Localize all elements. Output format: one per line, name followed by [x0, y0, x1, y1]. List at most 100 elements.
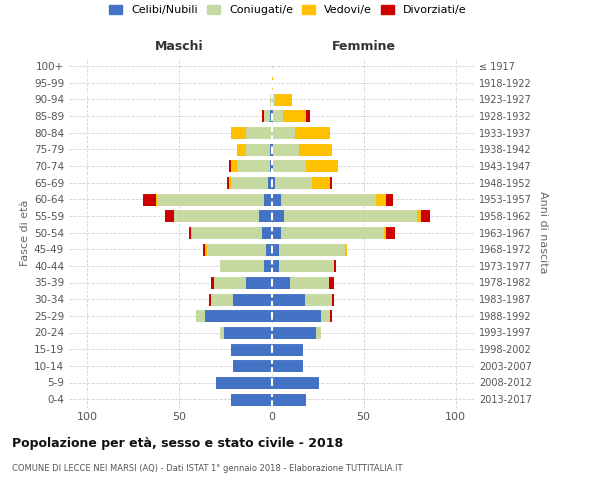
Bar: [262, 226, 271, 239]
Bar: [271, 242, 279, 256]
Bar: [269, 110, 271, 122]
Bar: [271, 176, 275, 189]
Bar: [417, 210, 421, 222]
Bar: [271, 276, 290, 289]
Text: Popolazione per età, sesso e stato civile - 2018: Popolazione per età, sesso e stato civil…: [12, 438, 343, 450]
Bar: [191, 226, 193, 239]
Bar: [295, 126, 331, 139]
Bar: [271, 392, 307, 406]
Bar: [271, 260, 279, 272]
Bar: [165, 210, 174, 222]
Bar: [271, 226, 281, 239]
Bar: [224, 326, 271, 339]
Y-axis label: Fasce di età: Fasce di età: [20, 200, 30, 266]
Bar: [193, 226, 262, 239]
Bar: [331, 176, 332, 189]
Bar: [269, 160, 271, 172]
Bar: [269, 142, 271, 156]
Bar: [271, 326, 316, 339]
Bar: [220, 260, 264, 272]
Bar: [271, 292, 305, 306]
Bar: [305, 292, 332, 306]
Bar: [214, 276, 246, 289]
Bar: [271, 142, 274, 156]
Bar: [271, 360, 303, 372]
Bar: [284, 210, 417, 222]
Legend: Celibi/Nubili, Coniugati/e, Vedovi/e, Divorziati/e: Celibi/Nubili, Coniugati/e, Vedovi/e, Di…: [105, 0, 471, 20]
Bar: [264, 192, 271, 205]
Bar: [281, 192, 376, 205]
Bar: [155, 192, 157, 205]
Bar: [271, 76, 274, 89]
Bar: [264, 110, 269, 122]
Bar: [207, 242, 266, 256]
Bar: [307, 110, 310, 122]
Bar: [279, 242, 345, 256]
Bar: [271, 92, 275, 106]
Bar: [345, 242, 347, 256]
Bar: [220, 326, 224, 339]
Bar: [312, 176, 331, 189]
Bar: [236, 142, 246, 156]
Bar: [275, 176, 312, 189]
Bar: [209, 292, 211, 306]
Bar: [233, 292, 271, 306]
Bar: [264, 260, 271, 272]
Bar: [290, 276, 329, 289]
Bar: [271, 310, 321, 322]
Bar: [246, 142, 269, 156]
Bar: [203, 242, 205, 256]
Bar: [231, 160, 236, 172]
Bar: [274, 142, 299, 156]
Bar: [231, 176, 268, 189]
Bar: [386, 192, 393, 205]
Bar: [307, 160, 338, 172]
Bar: [236, 160, 269, 172]
Bar: [216, 376, 271, 389]
Text: Femmine: Femmine: [332, 40, 395, 52]
Text: Maschi: Maschi: [155, 40, 204, 52]
Bar: [174, 210, 259, 222]
Bar: [188, 226, 191, 239]
Bar: [157, 192, 264, 205]
Bar: [274, 160, 307, 172]
Bar: [271, 342, 303, 355]
Bar: [227, 176, 229, 189]
Bar: [283, 110, 307, 122]
Bar: [329, 276, 334, 289]
Bar: [334, 260, 336, 272]
Bar: [205, 242, 207, 256]
Y-axis label: Anni di nascita: Anni di nascita: [538, 191, 548, 274]
Bar: [143, 192, 155, 205]
Bar: [231, 392, 271, 406]
Bar: [271, 110, 274, 122]
Bar: [275, 92, 292, 106]
Bar: [421, 210, 430, 222]
Bar: [268, 176, 271, 189]
Bar: [229, 160, 231, 172]
Bar: [259, 210, 271, 222]
Bar: [316, 326, 321, 339]
Bar: [269, 92, 271, 106]
Bar: [271, 192, 281, 205]
Bar: [384, 226, 386, 239]
Bar: [279, 260, 334, 272]
Bar: [262, 110, 264, 122]
Bar: [205, 310, 271, 322]
Bar: [246, 276, 271, 289]
Bar: [196, 310, 205, 322]
Bar: [281, 226, 384, 239]
Bar: [274, 110, 283, 122]
Bar: [321, 310, 331, 322]
Bar: [229, 176, 231, 189]
Bar: [211, 276, 214, 289]
Bar: [231, 126, 246, 139]
Bar: [376, 192, 386, 205]
Bar: [271, 210, 284, 222]
Text: COMUNE DI LECCE NEI MARSI (AQ) - Dati ISTAT 1° gennaio 2018 - Elaborazione TUTTI: COMUNE DI LECCE NEI MARSI (AQ) - Dati IS…: [12, 464, 403, 473]
Bar: [231, 342, 271, 355]
Bar: [266, 242, 271, 256]
Bar: [271, 126, 295, 139]
Bar: [246, 126, 271, 139]
Bar: [211, 292, 233, 306]
